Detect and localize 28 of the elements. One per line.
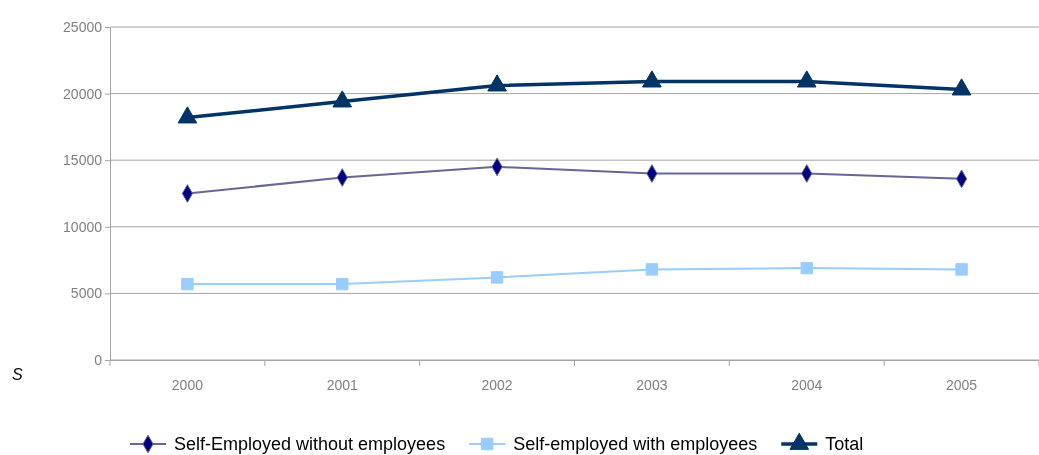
point <box>177 106 198 124</box>
x-tick-label: 2005 <box>946 376 978 393</box>
legend-label: Total <box>825 434 864 454</box>
text: S <box>12 366 23 383</box>
x-tick-label: 2000 <box>171 376 204 393</box>
point <box>645 263 659 276</box>
point <box>332 90 353 108</box>
point <box>487 74 507 92</box>
y-tick-label: 5000 <box>70 285 103 302</box>
legend-label: Self-employed with employees <box>513 434 758 454</box>
point <box>336 277 349 291</box>
legend-label: Self-Employed without employees <box>174 434 446 454</box>
x-tick-label: 2003 <box>636 376 668 393</box>
point <box>800 261 813 275</box>
point <box>490 271 504 284</box>
x-tick-label: 2002 <box>481 376 513 393</box>
x-tick-label: 2004 <box>791 376 823 393</box>
point <box>181 277 194 291</box>
y-tick-label: 25000 <box>63 18 103 35</box>
y-tick-label: 10000 <box>63 218 103 235</box>
y-tick-label: 15000 <box>63 152 103 169</box>
point <box>951 78 972 96</box>
point <box>642 70 662 88</box>
point <box>955 263 968 276</box>
x-tick-label: 2001 <box>326 376 359 393</box>
y-tick-label: 0 <box>94 351 103 368</box>
y-tick-label: 20000 <box>63 85 103 102</box>
point <box>796 70 817 88</box>
